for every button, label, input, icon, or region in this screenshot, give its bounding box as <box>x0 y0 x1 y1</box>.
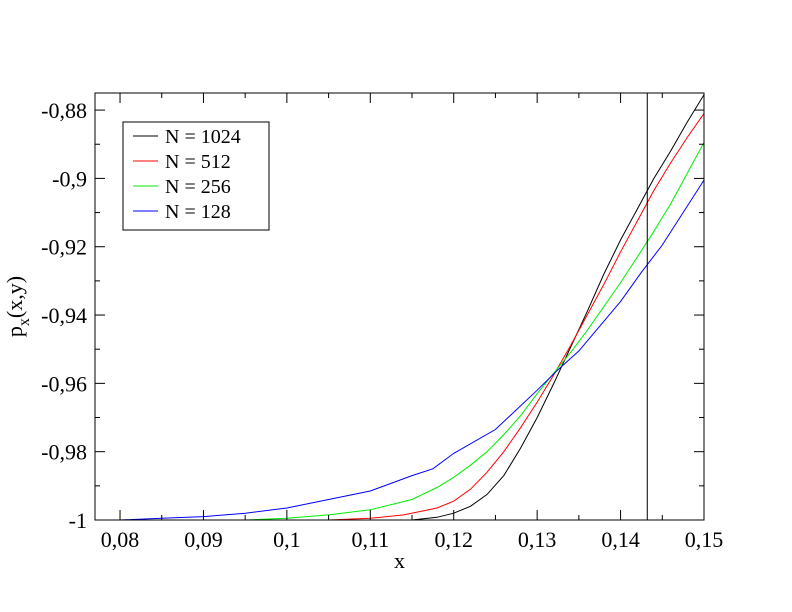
x-tick-label: 0,15 <box>685 527 724 552</box>
x-tick-label: 0,14 <box>601 527 640 552</box>
y-tick-label: -0,96 <box>41 371 87 396</box>
series-line-2 <box>328 113 704 520</box>
y-tick-label: -1 <box>69 508 87 533</box>
y-tick-label: -0,98 <box>41 440 87 465</box>
x-tick-label: 0,12 <box>434 527 473 552</box>
x-tick-label: 0,08 <box>101 527 140 552</box>
legend-label-1: N = 1024 <box>165 126 241 148</box>
plot-frame <box>94 92 705 521</box>
legend: N = 1024 N = 512 N = 256 N = 128 <box>122 121 270 231</box>
y-axis-title-args: (x,y) <box>2 276 27 318</box>
legend-label-4: N = 128 <box>165 201 231 223</box>
y-tick-label: -0,94 <box>41 303 87 328</box>
legend-label-3: N = 256 <box>165 176 231 198</box>
y-tick-label: -0,9 <box>52 166 87 191</box>
x-axis-title: x <box>394 548 405 573</box>
series-line-3 <box>245 142 704 520</box>
legend-box <box>122 121 270 231</box>
y-axis: -1 -0,98 -0,96 -0,94 -0,92 -0,9 -0,88 <box>41 98 704 533</box>
x-tick-label: 0,11 <box>351 527 389 552</box>
y-axis-title-subscript: x <box>16 318 33 326</box>
y-axis-title: px(x,y) <box>2 276 33 337</box>
y-tick-label: -0,88 <box>41 98 87 123</box>
x-tick-label: 0,13 <box>518 527 557 552</box>
legend-label-2: N = 512 <box>165 151 231 173</box>
x-tick-label: 0,09 <box>184 527 223 552</box>
series-layer <box>119 94 704 520</box>
x-axis: 0,08 0,09 0,1 0,11 0,12 0,13 0,14 0,15 <box>101 93 723 552</box>
x-tick-label: 0,1 <box>273 527 301 552</box>
series-line-1 <box>411 94 704 520</box>
series-line-4 <box>119 179 704 520</box>
y-axis-title-base: p <box>2 326 27 337</box>
y-tick-label: -0,92 <box>41 235 87 260</box>
